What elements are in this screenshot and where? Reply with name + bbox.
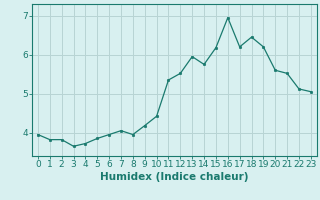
X-axis label: Humidex (Indice chaleur): Humidex (Indice chaleur) — [100, 172, 249, 182]
